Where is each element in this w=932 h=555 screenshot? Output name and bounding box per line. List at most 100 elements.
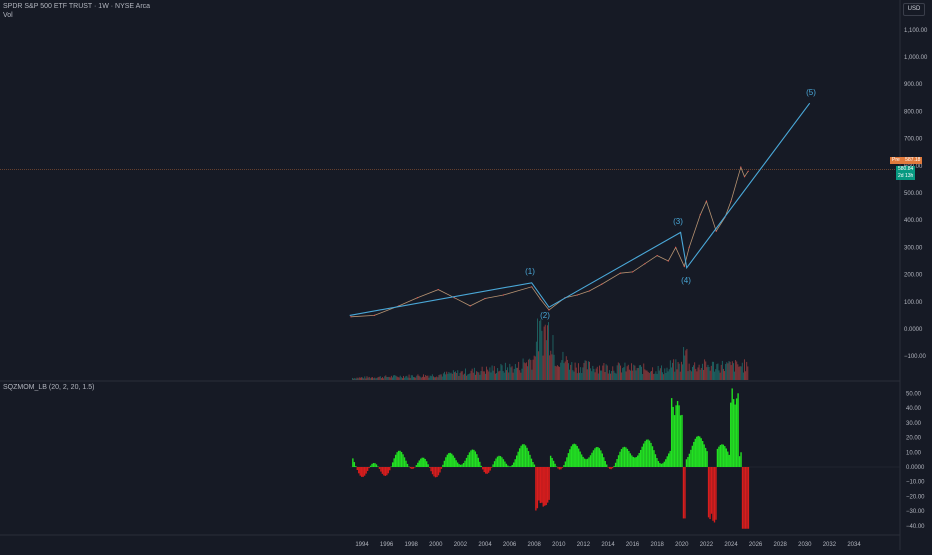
time-axis-label: 2004 bbox=[478, 542, 492, 548]
squeeze-bar bbox=[446, 454, 449, 467]
volume-bar bbox=[605, 364, 607, 380]
squeeze-bar bbox=[518, 448, 521, 467]
price-point bbox=[576, 294, 578, 296]
squeeze-bar bbox=[728, 454, 730, 467]
volume-bar bbox=[585, 360, 587, 380]
squeeze-bar bbox=[473, 449, 475, 467]
wave-label: (4) bbox=[681, 276, 691, 285]
squeeze-bar bbox=[356, 467, 358, 470]
volume-bar bbox=[745, 371, 747, 380]
volume-bar bbox=[488, 371, 490, 380]
volume-bar bbox=[734, 371, 735, 380]
squeeze-bar bbox=[408, 466, 410, 468]
volume-bar bbox=[540, 319, 542, 380]
price-line bbox=[350, 165, 749, 318]
volume-bar bbox=[396, 376, 398, 380]
squeeze-bar bbox=[673, 415, 676, 467]
volume-bar bbox=[613, 370, 615, 380]
volume-legend[interactable]: Vol bbox=[3, 12, 13, 19]
squeeze-bar bbox=[551, 457, 553, 467]
time-axis-label: 1996 bbox=[380, 542, 394, 548]
volume-bar bbox=[551, 354, 553, 380]
squeeze-bar bbox=[622, 447, 624, 467]
volume-bar bbox=[537, 318, 538, 380]
volume-bar bbox=[448, 371, 450, 380]
volume-bar bbox=[353, 378, 355, 380]
squeeze-bar bbox=[707, 467, 710, 518]
volume-bar bbox=[467, 374, 469, 380]
squeeze-bar bbox=[396, 452, 398, 467]
squeeze-bar bbox=[693, 441, 695, 467]
volume-bar bbox=[664, 368, 666, 380]
volume-bar bbox=[490, 372, 492, 380]
price-axis-label: 300.00 bbox=[904, 245, 923, 251]
squeeze-bar bbox=[474, 451, 477, 467]
volume-bar bbox=[720, 364, 722, 380]
volume-bar bbox=[586, 369, 588, 380]
volume-bar bbox=[392, 377, 393, 380]
volume-bar bbox=[554, 365, 556, 380]
squeeze-bar bbox=[436, 467, 438, 477]
squeeze-bar bbox=[555, 466, 558, 467]
volume-bar bbox=[552, 335, 554, 380]
volume-bar bbox=[627, 364, 629, 380]
volume-bar bbox=[639, 365, 641, 380]
squeeze-bar bbox=[626, 448, 629, 467]
squeeze-bar bbox=[635, 457, 637, 467]
squeeze-bar bbox=[533, 464, 536, 467]
squeeze-bar bbox=[558, 467, 561, 470]
squeeze-bar bbox=[675, 405, 677, 467]
volume-bar bbox=[667, 371, 669, 380]
squeeze-bar bbox=[495, 458, 497, 467]
price-point bbox=[644, 263, 646, 265]
squeeze-bar bbox=[604, 461, 606, 467]
squeeze-bar bbox=[737, 393, 739, 467]
squeeze-bar bbox=[352, 458, 354, 467]
volume-bar bbox=[458, 376, 460, 380]
squeeze-bar bbox=[526, 447, 528, 467]
volume-bar bbox=[354, 377, 356, 380]
squeeze-bar bbox=[458, 464, 460, 467]
squeeze-bar bbox=[451, 453, 453, 467]
volume-bar bbox=[642, 373, 644, 380]
squeeze-bar bbox=[631, 455, 633, 467]
volume-bar bbox=[530, 360, 532, 380]
volume-bar bbox=[649, 371, 651, 380]
volume-bar bbox=[419, 376, 421, 380]
volume-bar bbox=[721, 360, 723, 380]
volume-bar bbox=[413, 377, 414, 380]
squeeze-bar bbox=[663, 461, 665, 467]
squeeze-bar bbox=[423, 457, 425, 467]
squeeze-bar bbox=[586, 458, 589, 467]
squeeze-bar bbox=[496, 456, 499, 467]
price-point bbox=[683, 265, 685, 268]
volume-bar bbox=[700, 368, 702, 380]
volume-bar bbox=[574, 362, 576, 380]
time-axis-label: 2012 bbox=[577, 542, 591, 548]
squeeze-bar bbox=[638, 453, 640, 467]
volume-bar bbox=[724, 371, 726, 380]
volume-bar bbox=[573, 371, 575, 380]
volume-bar bbox=[400, 377, 402, 380]
volume-bar bbox=[418, 375, 420, 380]
price-point bbox=[632, 271, 634, 273]
indicator-legend[interactable]: SQZMOM_LB (20, 2, 20, 1.5) bbox=[3, 384, 95, 391]
volume-bar bbox=[441, 376, 443, 380]
symbol-title[interactable]: SPDR S&P 500 ETF TRUST · 1W · NYSE Arca bbox=[3, 3, 151, 10]
squeeze-bar bbox=[557, 467, 559, 469]
volume-bar bbox=[472, 372, 474, 380]
squeeze-bar bbox=[715, 467, 717, 520]
time-axis-label: 2028 bbox=[774, 542, 788, 548]
currency-button[interactable]: USD bbox=[903, 3, 925, 16]
volume-bar bbox=[668, 369, 670, 380]
volume-bar bbox=[556, 365, 558, 380]
volume-bar bbox=[610, 373, 611, 380]
volume-bar bbox=[594, 372, 596, 380]
volume-bar bbox=[684, 355, 686, 380]
squeeze-bar bbox=[564, 461, 567, 467]
volume-bar bbox=[355, 378, 357, 380]
price-point bbox=[548, 309, 550, 311]
countdown-tag: 2d 13h bbox=[896, 173, 916, 180]
